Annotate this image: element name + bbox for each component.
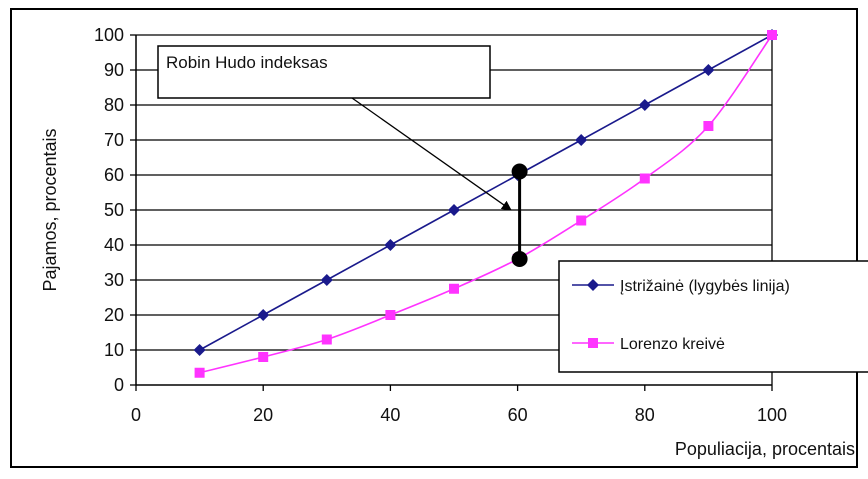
y-tick-label-100: 100: [94, 25, 124, 45]
series-1-point-1: [258, 352, 269, 362]
series-0-point-6: [575, 134, 588, 146]
annotation-arrow: [351, 97, 512, 211]
legend-box: [558, 260, 868, 373]
series-0-point-7: [638, 99, 651, 111]
series-0-point-3: [384, 239, 397, 251]
y-tick-label-0: 0: [114, 375, 124, 395]
x-tick-label-80: 80: [635, 405, 655, 425]
y-tick-label-40: 40: [104, 235, 124, 255]
series-0-point-2: [320, 274, 333, 286]
x-tick-label-20: 20: [253, 405, 273, 425]
y-tick-label-20: 20: [104, 305, 124, 325]
legend-label-1: Lorenzo kreivė: [620, 336, 725, 353]
y-tick-label-90: 90: [104, 60, 124, 80]
y-tick-label-70: 70: [104, 130, 124, 150]
annotation: Robin Hudo indeksas: [157, 45, 528, 267]
y-tick-label-30: 30: [104, 270, 124, 290]
y-axis-label: Pajamos, procentais: [40, 128, 60, 291]
segment-bottom-dot: [511, 251, 528, 267]
series-1-point-8: [703, 121, 714, 131]
annotation-text: Robin Hudo indeksas: [166, 53, 328, 72]
series-1-point-4: [449, 283, 459, 294]
series-0-point-8: [702, 64, 715, 76]
series-0-point-0: [193, 344, 206, 356]
x-axis-label: Populiacija, procentais: [675, 439, 855, 459]
y-tick-label-50: 50: [104, 200, 124, 220]
y-tick-label-60: 60: [104, 165, 124, 185]
x-tick-label-40: 40: [380, 405, 400, 425]
y-tick-label-10: 10: [104, 340, 124, 360]
series-1-point-0: [194, 367, 205, 378]
series-1-point-9: [767, 30, 777, 40]
series-line-1: [199, 34, 773, 374]
y-tick-label-80: 80: [104, 95, 124, 115]
annotation-box: [157, 45, 491, 99]
series-1-point-7: [639, 173, 650, 184]
series-0-point-1: [257, 309, 270, 321]
x-tick-label-0: 0: [131, 405, 141, 425]
series-1-point-2: [321, 334, 332, 345]
x-tick-label-100: 100: [757, 405, 787, 425]
series-1-point-3: [385, 310, 396, 320]
segment-top-dot: [511, 163, 528, 180]
x-tick-label-60: 60: [508, 405, 528, 425]
series-1-point-6: [576, 215, 587, 226]
legend-marker-1: [588, 338, 598, 348]
axes: 0 10 20 30 40 50 60 70 80 90 100 0 20 40 60 80 100: [94, 25, 787, 425]
legend-label-0: Įstrižainė (lygybės linija): [620, 278, 790, 295]
series-0-point-4: [448, 204, 460, 216]
legend: Įstrižainė (lygybės linija) Lorenzo kreiv…: [558, 260, 868, 373]
legend-marker-0: [587, 279, 599, 291]
